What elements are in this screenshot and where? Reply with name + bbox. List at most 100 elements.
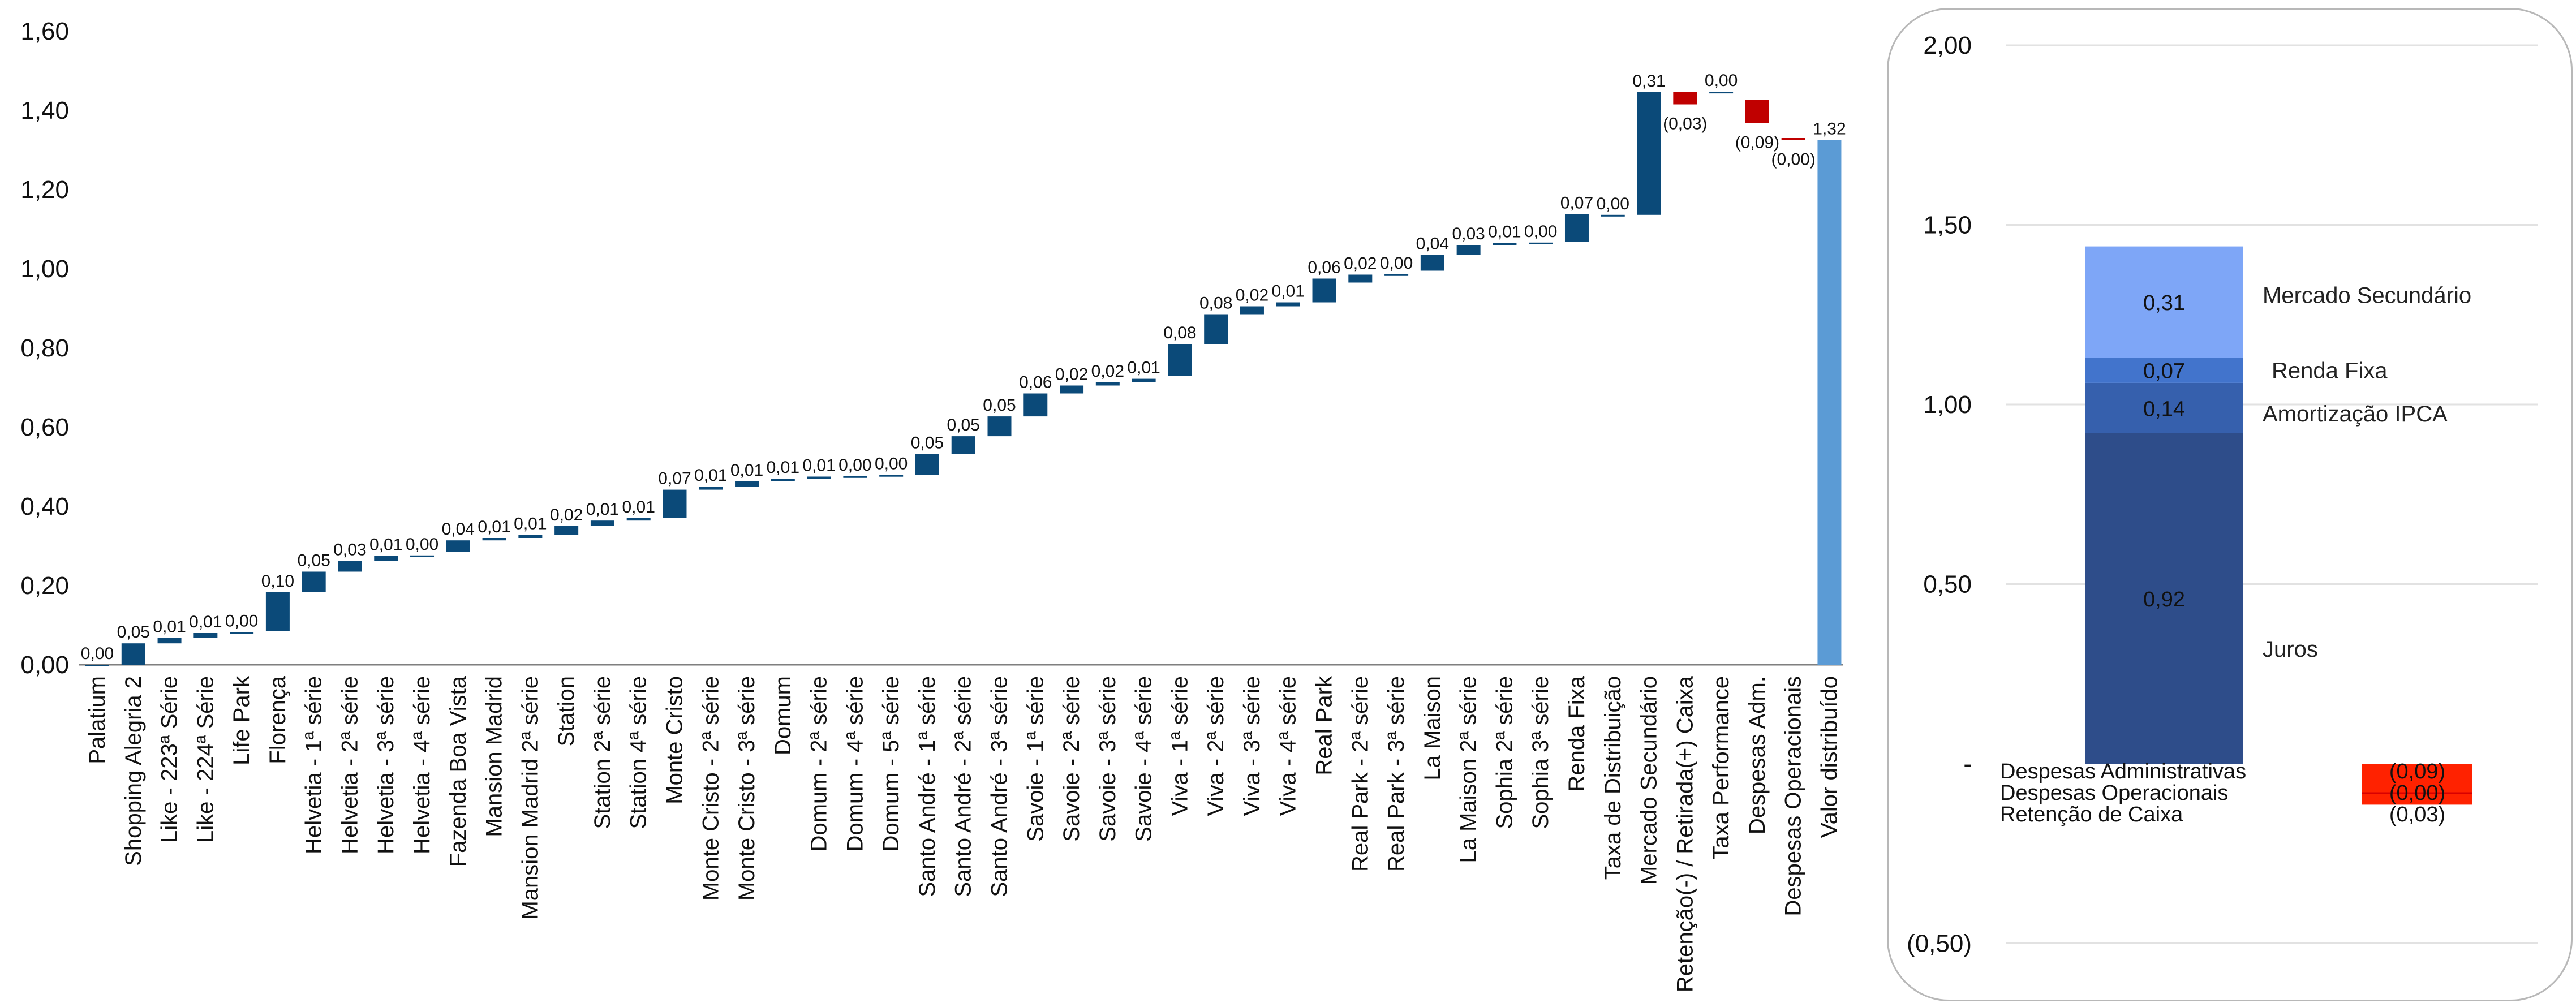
data-label: 0,06: [1019, 373, 1052, 392]
x-tick-label: Station 2ª série: [590, 676, 615, 829]
segment-label: (0,00): [2389, 781, 2445, 805]
x-tick-label: Real Park - 3ª série: [1384, 676, 1409, 872]
bar: [1529, 242, 1553, 244]
data-label: 0,02: [1344, 255, 1377, 273]
bar: [663, 489, 687, 518]
data-label: 0,01: [153, 617, 186, 636]
stacked-bar-chart: (0,50) - 0,50 1,00 1,50 2,00 0,92 Juros 0,14 Amor…: [1907, 32, 2538, 958]
data-label: 0,05: [911, 434, 944, 453]
bar: [1384, 274, 1409, 276]
x-tick-label: Taxa Performance: [1709, 676, 1734, 860]
bar: [1060, 385, 1084, 394]
bar: [374, 556, 398, 561]
bar: [1348, 274, 1373, 283]
x-tick-label: Viva - 1ª série: [1167, 676, 1192, 816]
x-tick-label: La Maison 2ª série: [1456, 676, 1481, 863]
bar: [338, 561, 362, 572]
bar: [915, 454, 939, 475]
segment-label: 0,92: [2143, 588, 2185, 612]
segment-name: Retenção de Caixa: [2000, 803, 2183, 826]
x-tick-label: Monte Cristo - 3ª série: [734, 676, 759, 901]
bar: [482, 538, 506, 541]
data-label: 0,01: [802, 457, 835, 475]
data-label: 0,01: [622, 498, 655, 516]
data-label: 0,31: [1632, 72, 1665, 91]
y-tick-label: 1,20: [20, 176, 69, 204]
y-tick-label: 0,80: [20, 334, 69, 362]
bar: [1637, 92, 1661, 215]
bar: [230, 632, 254, 634]
bar: [987, 416, 1012, 437]
x-tick-label: Helvetia - 1ª série: [302, 676, 326, 854]
y-tick-label: 2,00: [1923, 32, 1972, 59]
x-tick-label: Viva - 2ª série: [1203, 676, 1228, 816]
bar: [807, 476, 831, 479]
y-tick-label: 1,60: [20, 18, 69, 45]
x-tick-label: Mercado Secundário: [1637, 676, 1662, 885]
y-tick-label: 1,00: [1923, 391, 1972, 419]
bar: [1564, 214, 1589, 242]
bar: [302, 571, 326, 592]
data-label: 0,04: [442, 520, 475, 539]
segment-label: (0,09): [2389, 760, 2445, 784]
segment-name: Juros: [2263, 637, 2318, 662]
data-label: 0,02: [1236, 286, 1268, 305]
bar: [518, 535, 543, 538]
data-label: 0,00: [1380, 254, 1413, 273]
x-tick-label: Savoie - 4ª série: [1132, 676, 1156, 842]
x-tick-label: Real Park - 2ª série: [1348, 676, 1373, 872]
bar: [590, 520, 614, 526]
bar: [951, 436, 975, 454]
data-label: 0,00: [81, 644, 114, 663]
x-tick-label: Domum - 2ª série: [807, 676, 832, 851]
bar: [193, 633, 218, 638]
data-label: 0,07: [1560, 193, 1593, 212]
segment-label: 0,07: [2143, 360, 2185, 384]
x-tick-label: La Maison: [1420, 676, 1445, 781]
x-tick-label: Domum - 5ª série: [879, 676, 904, 851]
x-tick-label: Savoie - 2ª série: [1059, 676, 1084, 842]
y-tick-label: 1,40: [20, 97, 69, 124]
x-tick-label: Mansion Madrid 2ª série: [518, 676, 543, 920]
x-tick-label: Sophia 2ª série: [1492, 676, 1517, 829]
segment-name: Despesas Operacionais: [2000, 781, 2228, 805]
bar: [1312, 278, 1336, 303]
data-label: 0,00: [225, 612, 258, 631]
bar: [1132, 378, 1156, 382]
data-label: 0,00: [838, 456, 871, 475]
waterfall-chart: 0,00 0,20 0,40 0,60 0,80 1,00 1,20 1,40 1,60 0,00…: [20, 18, 1846, 992]
data-label: 0,07: [658, 470, 691, 488]
data-label: 0,02: [1091, 362, 1124, 381]
bar: [735, 481, 759, 487]
bar: [1709, 92, 1734, 94]
data-label: 0,04: [1416, 235, 1449, 253]
x-tick-label: Station 4ª série: [626, 676, 651, 829]
x-tick-label: Despesas Adm.: [1745, 676, 1770, 834]
x-tick-label: Viva - 4ª série: [1276, 676, 1301, 816]
y-tick-label: (0,50): [1907, 930, 1972, 958]
segment-name: Despesas Administrativas: [2000, 760, 2246, 784]
bar: [626, 518, 651, 521]
data-label: 0,02: [1055, 365, 1088, 384]
x-tick-label: Savoie - 3ª série: [1095, 676, 1120, 842]
data-label: 0,08: [1199, 294, 1232, 313]
data-label: 0,01: [586, 500, 619, 519]
bar: [121, 643, 145, 665]
x-tick-label: Sophia 3ª série: [1528, 676, 1553, 829]
data-label: 0,01: [478, 518, 510, 536]
x-tick-label: Palatium: [85, 676, 110, 764]
bar: [1745, 100, 1769, 123]
x-tick-label: Helvetia - 4ª série: [410, 676, 435, 854]
x-tick-label: Santo André - 3ª série: [987, 676, 1012, 897]
segment-label: 0,14: [2143, 397, 2185, 421]
data-label: 0,05: [117, 623, 150, 642]
data-label: 0,01: [1488, 223, 1521, 242]
data-label: 1,32: [1813, 120, 1846, 139]
x-tick-label: Fazenda Boa Vista: [446, 675, 471, 867]
x-tick-label: Santo André - 1ª série: [915, 676, 940, 897]
x-tick-label: Retenção(-) / Retirada(+) Caixa: [1672, 675, 1697, 992]
data-label: 0,01: [1272, 282, 1305, 301]
data-label: 0,01: [694, 466, 727, 485]
bar: [1781, 138, 1805, 140]
segment-label: (0,03): [2389, 803, 2445, 826]
